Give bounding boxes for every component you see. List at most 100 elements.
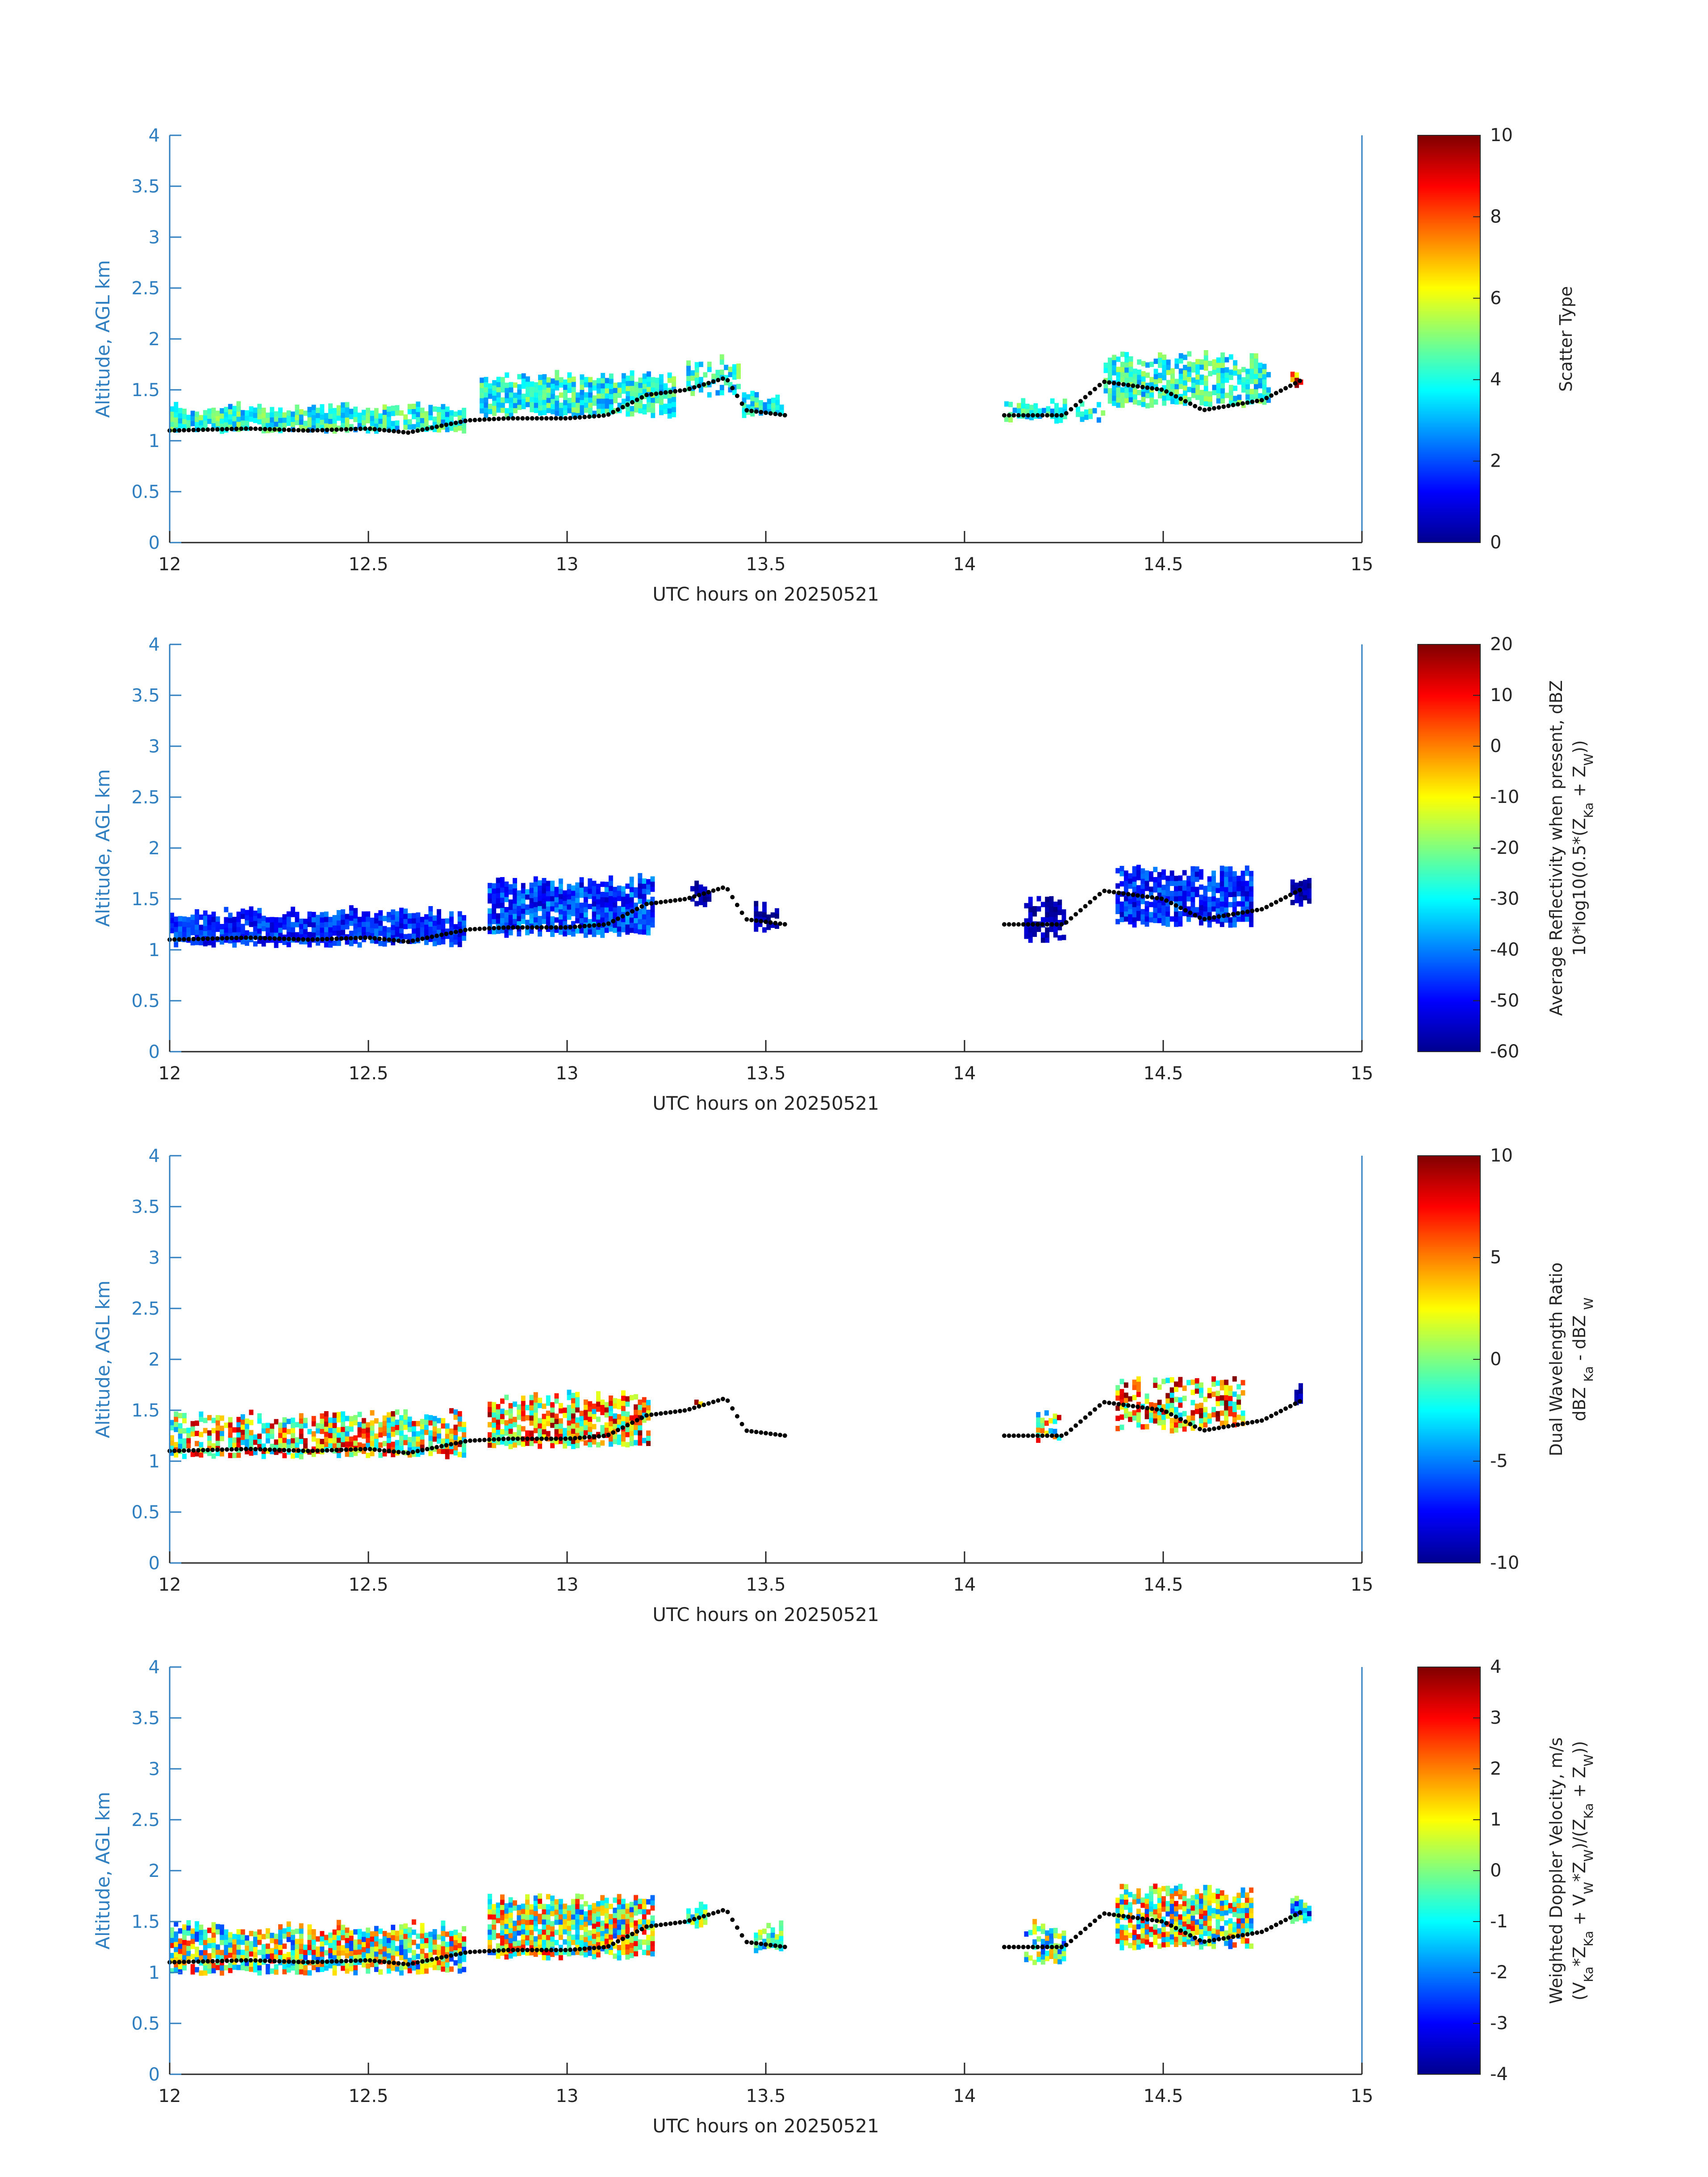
heatmap-cell: [270, 1433, 275, 1439]
heatmap-cell: [1062, 414, 1067, 419]
heatmap-cell: [332, 1422, 337, 1428]
heatmap-cell: [1052, 1413, 1057, 1419]
heatmap-cell: [391, 1442, 396, 1447]
heatmap-cell: [462, 930, 467, 936]
heatmap-cell: [311, 1431, 316, 1437]
heatmap-cell: [672, 381, 676, 387]
heatmap-cell: [621, 891, 626, 897]
heatmap-cell: [437, 407, 441, 412]
heatmap-cell: [1144, 881, 1149, 886]
heatmap-cell: [445, 1947, 450, 1952]
heatmap-cell: [412, 918, 416, 923]
heatmap-cell: [542, 1424, 547, 1429]
heatmap-cell: [746, 409, 751, 415]
heatmap-cell: [357, 1432, 362, 1437]
heatmap-cell: [596, 899, 601, 905]
heatmap-cell: [484, 382, 489, 388]
cloud-base-dot: [205, 936, 210, 941]
heatmap-cell: [1266, 392, 1271, 398]
heatmap-cell: [395, 1425, 400, 1430]
heatmap-cell: [1182, 1396, 1187, 1401]
heatmap-cell: [1253, 368, 1258, 374]
heatmap-cell: [563, 1924, 568, 1930]
heatmap-cell: [754, 921, 759, 927]
heatmap-cell: [1115, 1395, 1120, 1401]
heatmap-cell: [228, 1968, 233, 1973]
heatmap-cell: [1195, 374, 1200, 380]
heatmap-cell: [220, 1955, 224, 1960]
cloud-base-dot: [764, 410, 768, 415]
heatmap-cell: [592, 1923, 597, 1929]
heatmap-cell: [307, 916, 312, 922]
heatmap-cell: [550, 1402, 555, 1408]
heatmap-cell: [580, 394, 585, 400]
heatmap-cell: [513, 919, 517, 924]
heatmap-cell: [630, 380, 635, 386]
heatmap-cell: [453, 1960, 458, 1966]
heatmap-cell: [462, 1967, 467, 1972]
heatmap-cell: [1169, 1418, 1174, 1424]
heatmap-cell: [1119, 917, 1124, 922]
heatmap-cell: [1165, 921, 1170, 927]
cloud-base-dot: [1026, 1433, 1031, 1438]
heatmap-cell: [596, 383, 601, 389]
cloud-base-dot: [1169, 392, 1173, 397]
heatmap-cell: [1024, 928, 1029, 934]
heatmap-cell: [1084, 409, 1089, 415]
heatmap-cell: [445, 1454, 450, 1459]
cloud-base-dot: [1097, 383, 1102, 388]
heatmap-cell: [588, 377, 593, 383]
heatmap-cell: [253, 1931, 258, 1937]
heatmap-cell: [261, 1443, 266, 1449]
heatmap-cell: [1054, 403, 1059, 409]
heatmap-cell: [626, 385, 631, 391]
heatmap-cell: [567, 1420, 572, 1426]
heatmap-cell: [324, 911, 329, 917]
heatmap-cell: [672, 386, 676, 392]
cloud-base-dot: [1016, 413, 1021, 418]
heatmap-cell: [642, 909, 647, 915]
heatmap-cell: [583, 912, 588, 918]
heatmap-cell: [249, 911, 254, 917]
heatmap-cell: [170, 1937, 174, 1943]
heatmap-cell: [357, 927, 362, 932]
heatmap-cell: [1103, 368, 1108, 373]
heatmap-cell: [341, 1945, 345, 1951]
y-tick-label: 4: [149, 1146, 160, 1166]
heatmap-cell: [617, 911, 622, 917]
heatmap-cell: [617, 921, 622, 927]
heatmap-cell: [257, 1939, 262, 1945]
heatmap-cell: [370, 1951, 375, 1957]
heatmap-cell: [1128, 376, 1133, 382]
heatmap-cell: [555, 380, 560, 386]
heatmap-cell: [432, 1929, 437, 1935]
heatmap-cell: [295, 1422, 300, 1428]
heatmap-cell: [1207, 896, 1212, 902]
heatmap-cell: [1028, 937, 1033, 943]
heatmap-cell: [420, 1434, 425, 1440]
heatmap-cell: [1236, 916, 1241, 922]
heatmap-cell: [420, 1424, 425, 1429]
heatmap-cell: [386, 932, 391, 938]
heatmap-cell: [211, 1927, 216, 1933]
heatmap-cell: [1170, 368, 1175, 374]
heatmap-cell: [432, 416, 437, 422]
heatmap-cell: [711, 373, 716, 379]
heatmap-cell: [559, 408, 564, 413]
cloud-base-dot: [430, 425, 434, 430]
heatmap-cell: [596, 1942, 601, 1947]
heatmap-cell: [575, 1422, 580, 1428]
heatmap-cell: [1207, 876, 1212, 882]
heatmap-cell: [646, 1400, 651, 1405]
heatmap-cell: [571, 1444, 576, 1449]
heatmap-cell: [336, 1935, 341, 1941]
colorbar-label: Average Reflectivity when present, dBZ 10…: [1546, 680, 1596, 1016]
heatmap-cell: [299, 414, 304, 420]
heatmap-cell: [538, 380, 543, 385]
cloud-base-dot: [535, 416, 539, 421]
cloud-base-dot: [263, 1447, 267, 1452]
heatmap-cell: [575, 1944, 580, 1950]
heatmap-cell: [742, 413, 747, 418]
heatmap-cell: [357, 1427, 362, 1433]
